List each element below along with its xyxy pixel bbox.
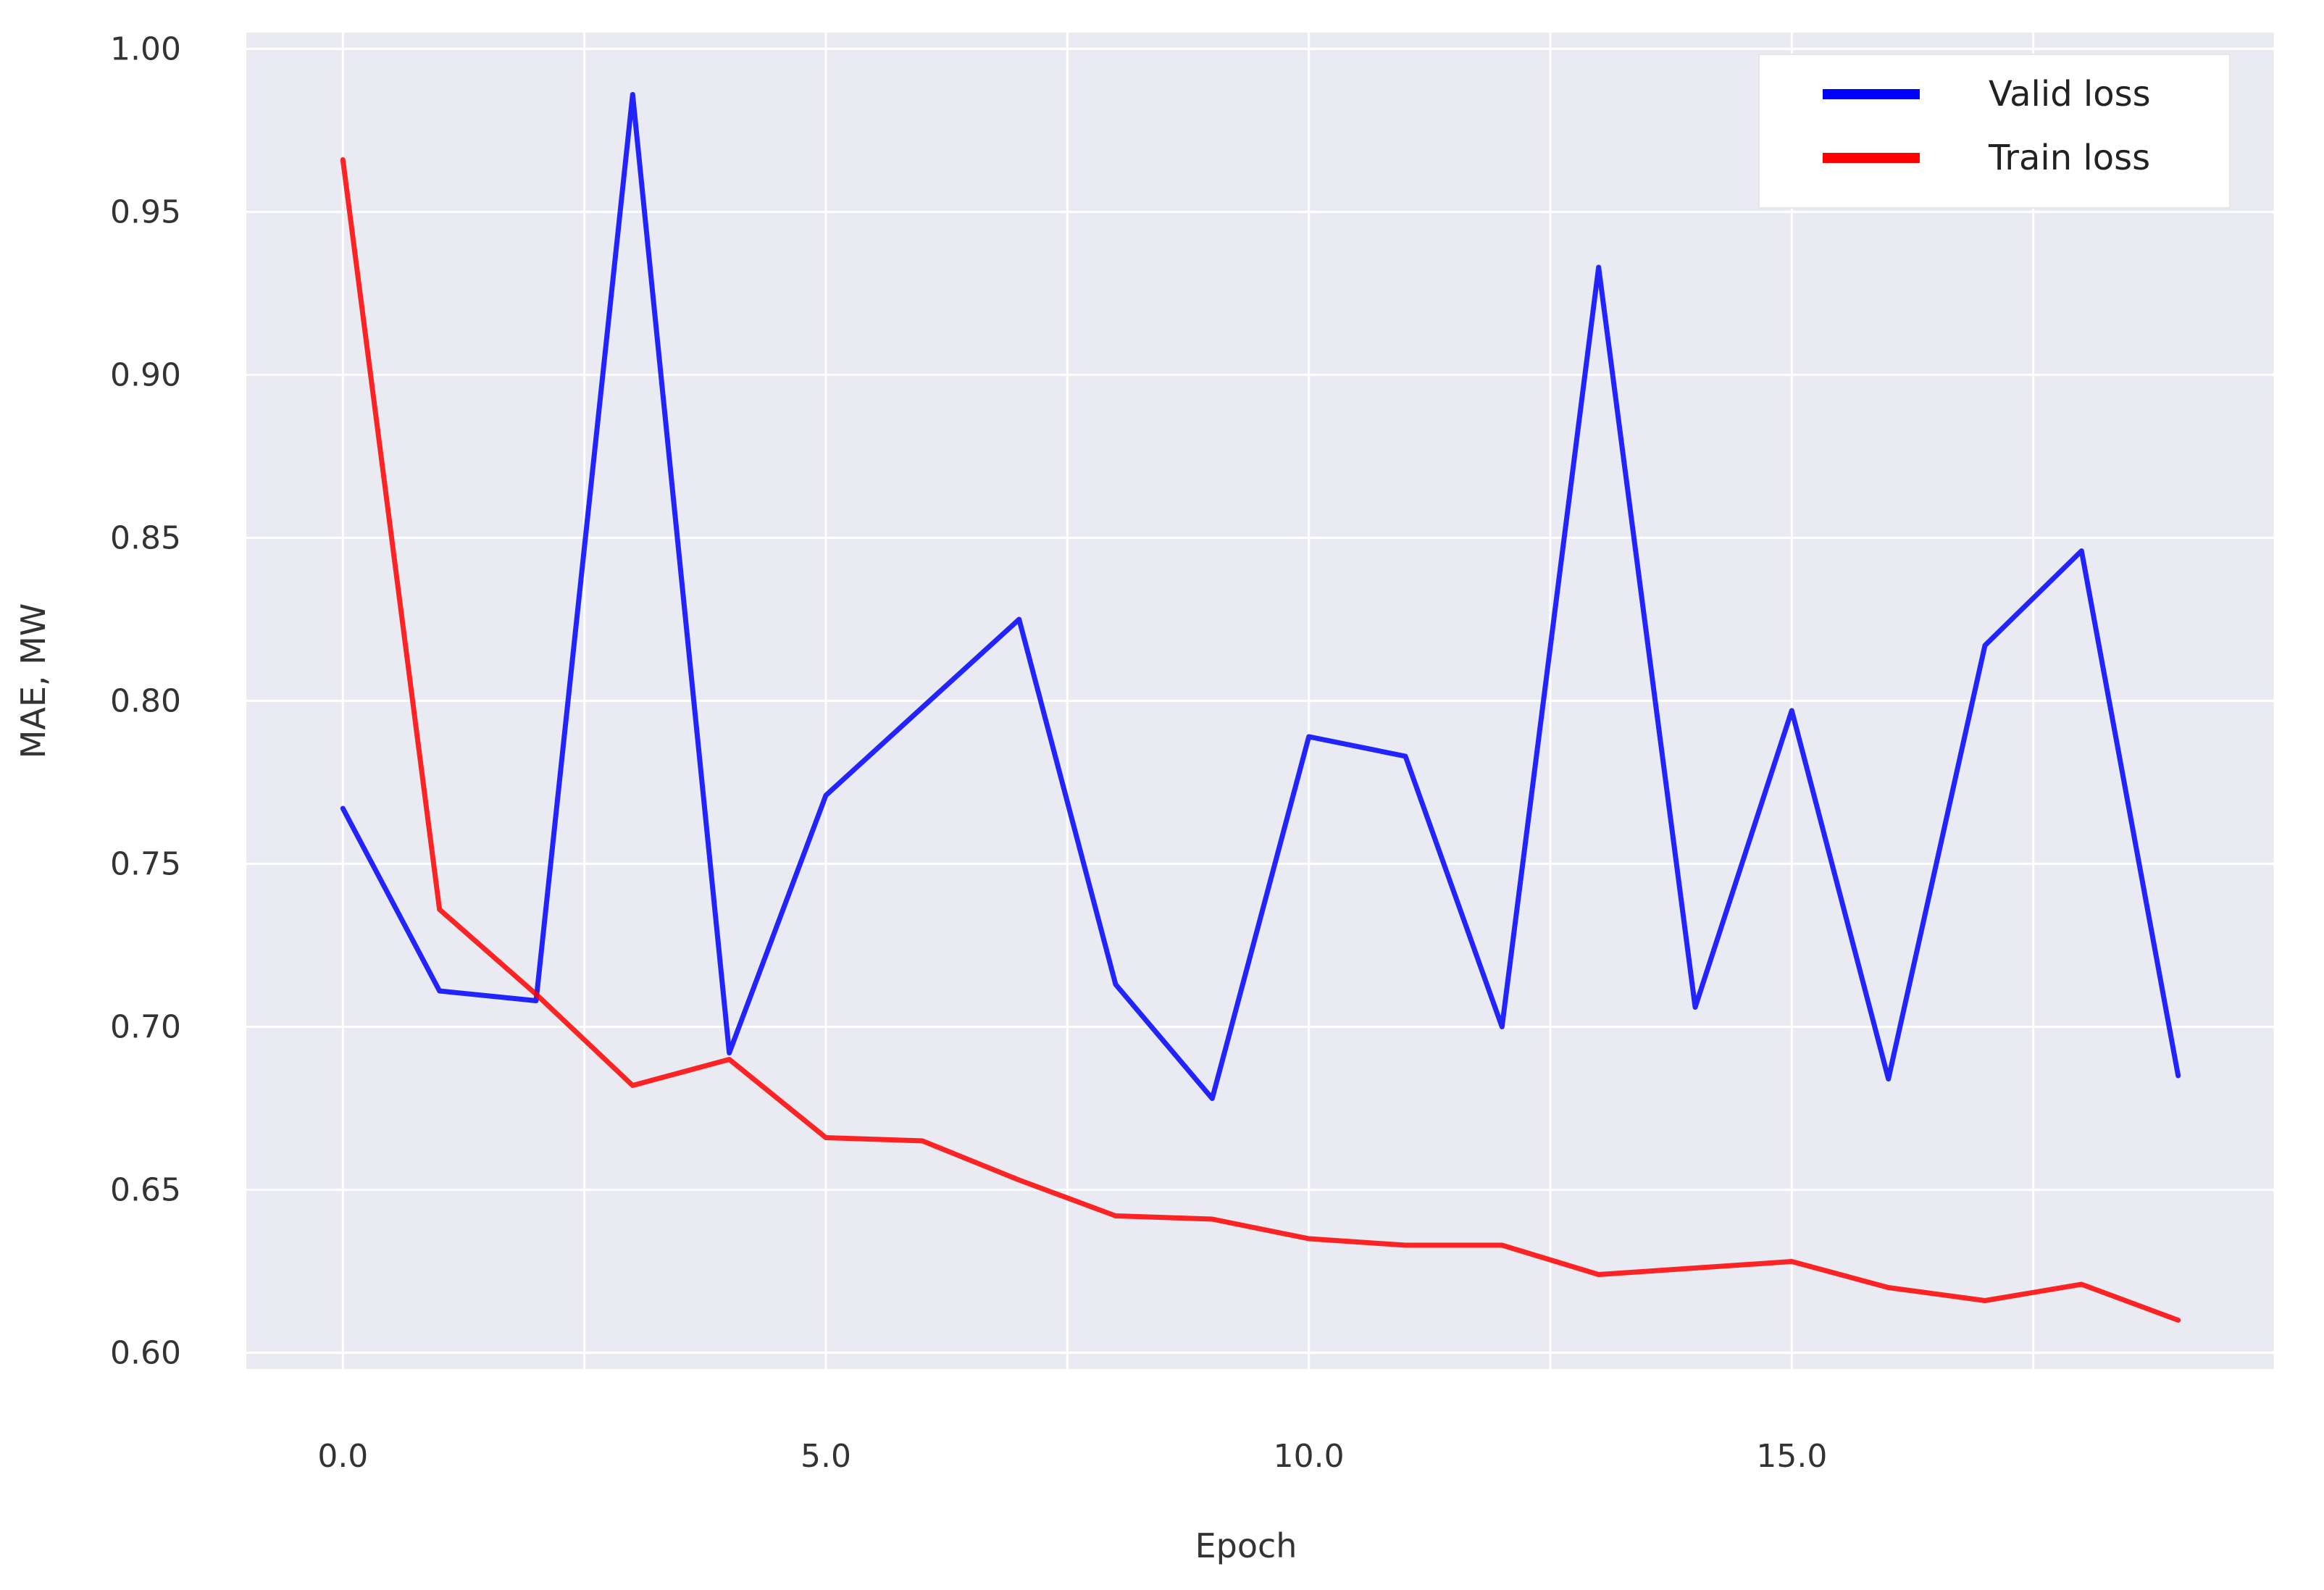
y-tick-label: 0.95 [110, 194, 181, 231]
legend-box [1758, 54, 2231, 209]
x-tick-label: 5.0 [801, 1438, 851, 1475]
y-tick-label: 0.70 [110, 1009, 181, 1046]
x-tick-label: 15.0 [1756, 1438, 1827, 1475]
series-line-valid-loss [340, 92, 2181, 1101]
x-axis-label: Epoch [1195, 1526, 1297, 1565]
series-lines [340, 92, 2181, 1323]
y-axis-label: MAE, MW [14, 603, 53, 759]
legend: Valid loss Train loss [1758, 54, 2231, 209]
series-line-train-loss [340, 157, 2181, 1323]
y-tick-label: 0.85 [110, 520, 181, 557]
tick-labels: 0.60 0.65 0.70 0.75 0.80 0.85 0.90 0.95 1.00 0.0 5… [110, 31, 1827, 1476]
x-tick-label: 0.0 [317, 1438, 368, 1475]
y-tick-label: 0.60 [110, 1335, 181, 1372]
y-tick-label: 1.00 [110, 31, 181, 68]
y-tick-label: 0.90 [110, 357, 181, 394]
y-tick-label: 0.75 [110, 846, 181, 883]
legend-label-valid-loss: Valid loss [1989, 74, 2151, 114]
x-tick-label: 10.0 [1274, 1438, 1345, 1475]
legend-label-train-loss: Train loss [1988, 138, 2150, 178]
y-tick-label: 0.65 [110, 1172, 181, 1209]
grid-lines [246, 33, 2276, 1369]
y-tick-label: 0.80 [110, 683, 181, 720]
